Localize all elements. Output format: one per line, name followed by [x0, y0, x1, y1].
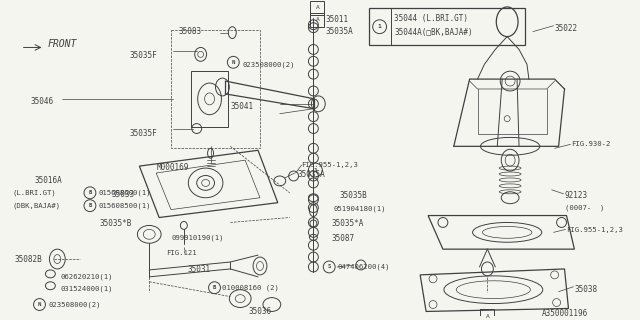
Text: 35083: 35083 [179, 27, 202, 36]
Bar [481, 309, 494, 320]
Text: A: A [486, 314, 489, 319]
Text: 35087: 35087 [331, 234, 355, 243]
Text: 099910190(1): 099910190(1) [171, 234, 223, 241]
Text: 92123: 92123 [564, 191, 588, 200]
Text: A: A [316, 17, 319, 22]
Text: 031524000(1): 031524000(1) [60, 286, 113, 292]
Text: 35016A: 35016A [35, 176, 62, 185]
Text: 023508000(2): 023508000(2) [49, 301, 101, 308]
Text: 35022: 35022 [555, 24, 578, 33]
Text: 35046: 35046 [31, 97, 54, 106]
Text: 35033: 35033 [112, 190, 135, 199]
Text: 1: 1 [314, 168, 317, 172]
Text: 023508000(2): 023508000(2) [242, 61, 294, 68]
Text: 35044A(□BK,BAJA#): 35044A(□BK,BAJA#) [394, 28, 473, 37]
Text: 35031: 35031 [188, 265, 211, 274]
Text: 35035A: 35035A [325, 27, 353, 36]
Bar [369, 8, 525, 45]
Bar [310, 13, 324, 27]
Text: (DBK,BAJA#): (DBK,BAJA#) [13, 203, 61, 209]
Text: 35035*B: 35035*B [100, 220, 132, 228]
Text: FIG.955-1,2,3: FIG.955-1,2,3 [566, 228, 623, 233]
Text: 35035F: 35035F [129, 129, 157, 138]
Text: B: B [88, 190, 92, 195]
Bar [171, 30, 260, 148]
Text: 1: 1 [378, 24, 381, 29]
Text: FIG.121: FIG.121 [166, 250, 196, 256]
Text: M000169: M000169 [156, 163, 189, 172]
Text: 35038: 35038 [575, 285, 598, 294]
Text: N: N [232, 60, 235, 65]
Text: 35035A: 35035A [298, 170, 325, 179]
Text: (0007-  ): (0007- ) [564, 205, 604, 211]
Text: 35041: 35041 [230, 102, 253, 111]
Text: 062620210(1): 062620210(1) [60, 274, 113, 280]
Text: FIG.930-2: FIG.930-2 [572, 141, 611, 148]
Text: 35011: 35011 [325, 15, 348, 24]
Text: 35035F: 35035F [129, 52, 157, 60]
Text: 35036: 35036 [248, 307, 271, 316]
Text: FRONT: FRONT [47, 39, 77, 50]
Text: B: B [88, 203, 92, 208]
Text: B: B [213, 285, 216, 290]
Bar [191, 71, 228, 126]
Text: 35035B: 35035B [339, 191, 367, 200]
Text: 010008160 (2): 010008160 (2) [223, 284, 279, 291]
Text: 35082B: 35082B [15, 255, 42, 264]
Text: N: N [38, 302, 41, 307]
Text: A350001196: A350001196 [542, 309, 588, 318]
Text: 015608500(1): 015608500(1) [99, 203, 151, 209]
Text: FIG.955-1,2,3: FIG.955-1,2,3 [301, 162, 358, 168]
Text: A: A [316, 5, 319, 11]
Bar [310, 1, 324, 15]
Text: 047406200(4): 047406200(4) [337, 264, 390, 270]
Text: (L.BRI.GT): (L.BRI.GT) [13, 189, 56, 196]
Text: 015608600(1): 015608600(1) [99, 189, 151, 196]
Text: 35035*A: 35035*A [331, 220, 364, 228]
Text: S: S [328, 264, 331, 269]
Text: 051904180(1): 051904180(1) [333, 206, 386, 212]
Text: 35044 (L.BRI.GT): 35044 (L.BRI.GT) [394, 14, 468, 23]
